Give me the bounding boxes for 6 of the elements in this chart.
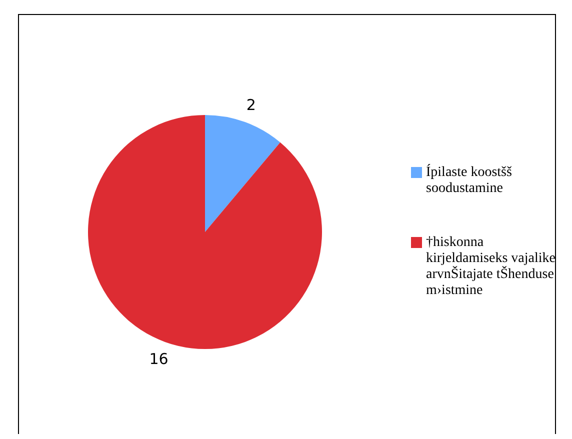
- legend-label: Ípilaste koostšš soodustamine: [426, 165, 513, 197]
- data-label: 2: [246, 96, 256, 114]
- pie-slice: [88, 115, 322, 349]
- legend-label: †hiskonna kirjeldamiseks vajalike arvnŠitajate tŠhenduse m›istmine: [426, 235, 556, 299]
- data-label: 16: [149, 350, 168, 368]
- pie-slice: [205, 115, 280, 232]
